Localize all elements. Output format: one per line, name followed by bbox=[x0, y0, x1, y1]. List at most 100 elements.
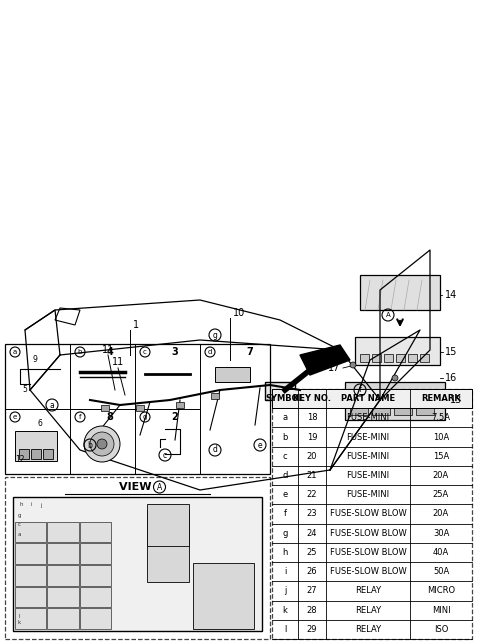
Bar bbox=[147, 510, 189, 582]
Text: g: g bbox=[213, 330, 217, 339]
Text: e: e bbox=[282, 490, 288, 499]
Text: h: h bbox=[282, 548, 288, 557]
Bar bbox=[80, 544, 111, 564]
Bar bbox=[360, 354, 369, 362]
Bar bbox=[408, 354, 417, 362]
Text: FUSE-SLOW BLOW: FUSE-SLOW BLOW bbox=[330, 548, 407, 557]
Text: 1: 1 bbox=[133, 320, 139, 330]
Text: a: a bbox=[17, 533, 21, 538]
Text: 25: 25 bbox=[307, 548, 317, 557]
Bar bbox=[211, 393, 219, 399]
Bar bbox=[5, 344, 270, 474]
Text: 8: 8 bbox=[107, 412, 113, 422]
Bar bbox=[15, 522, 47, 542]
Bar bbox=[396, 354, 405, 362]
Text: e: e bbox=[13, 414, 17, 420]
Bar bbox=[372, 390, 390, 401]
Text: c: c bbox=[143, 349, 147, 355]
Circle shape bbox=[392, 375, 398, 381]
Bar bbox=[80, 565, 111, 585]
Text: ISO: ISO bbox=[434, 625, 448, 634]
Text: a: a bbox=[13, 349, 17, 355]
Text: f: f bbox=[359, 386, 361, 395]
Bar bbox=[136, 405, 144, 411]
Circle shape bbox=[350, 362, 356, 368]
Bar bbox=[48, 544, 79, 564]
Text: A: A bbox=[385, 312, 390, 318]
Text: KEY NO.: KEY NO. bbox=[293, 394, 331, 403]
Text: 3: 3 bbox=[172, 347, 179, 357]
Bar bbox=[19, 449, 29, 459]
Bar bbox=[350, 404, 368, 415]
Text: 2: 2 bbox=[172, 412, 179, 422]
Text: d: d bbox=[282, 471, 288, 480]
Text: FUSE-MINI: FUSE-MINI bbox=[347, 490, 390, 499]
Text: 14: 14 bbox=[445, 290, 457, 300]
Text: c: c bbox=[283, 452, 288, 461]
Text: 30A: 30A bbox=[433, 529, 449, 538]
Text: 11: 11 bbox=[102, 345, 114, 355]
Text: FUSE-SLOW BLOW: FUSE-SLOW BLOW bbox=[330, 509, 407, 518]
Text: MICRO: MICRO bbox=[427, 587, 455, 596]
Bar bbox=[43, 449, 53, 459]
Text: 26: 26 bbox=[307, 567, 317, 576]
Bar bbox=[394, 404, 412, 415]
Text: k: k bbox=[283, 605, 288, 614]
Text: PART NAME: PART NAME bbox=[341, 394, 395, 403]
Bar bbox=[384, 354, 393, 362]
Bar bbox=[80, 522, 111, 542]
Text: c: c bbox=[163, 451, 167, 460]
Text: 20A: 20A bbox=[433, 471, 449, 480]
Text: FUSE-MINI: FUSE-MINI bbox=[347, 433, 390, 442]
Bar bbox=[80, 587, 111, 607]
Bar bbox=[48, 565, 79, 585]
Bar bbox=[15, 544, 47, 564]
Text: REMARK: REMARK bbox=[421, 394, 461, 403]
Text: 23: 23 bbox=[307, 509, 317, 518]
Text: d: d bbox=[208, 349, 212, 355]
Text: FUSE-MINI: FUSE-MINI bbox=[347, 452, 390, 461]
Text: i: i bbox=[30, 502, 32, 507]
Text: SYMBOL: SYMBOL bbox=[265, 394, 304, 403]
Text: 24: 24 bbox=[307, 529, 317, 538]
Text: a: a bbox=[49, 401, 54, 410]
Text: RELAY: RELAY bbox=[355, 625, 381, 634]
Text: MINI: MINI bbox=[432, 605, 450, 614]
Text: FUSE-SLOW BLOW: FUSE-SLOW BLOW bbox=[330, 529, 407, 538]
Bar bbox=[48, 522, 79, 542]
Bar bbox=[420, 354, 429, 362]
Text: b: b bbox=[87, 440, 93, 450]
Text: 21: 21 bbox=[307, 471, 317, 480]
Bar bbox=[31, 449, 41, 459]
Circle shape bbox=[90, 432, 114, 456]
Text: 27: 27 bbox=[307, 587, 317, 596]
Bar bbox=[5, 477, 270, 639]
Text: l: l bbox=[284, 625, 286, 634]
Text: l: l bbox=[18, 614, 20, 618]
Text: a: a bbox=[282, 413, 288, 422]
Text: 15: 15 bbox=[445, 347, 457, 357]
Text: 5: 5 bbox=[23, 384, 27, 393]
Text: 7.5A: 7.5A bbox=[432, 413, 451, 422]
Circle shape bbox=[84, 426, 120, 462]
Text: 6: 6 bbox=[37, 419, 42, 428]
Bar bbox=[193, 563, 254, 629]
Text: c: c bbox=[17, 522, 21, 527]
Text: 40A: 40A bbox=[433, 548, 449, 557]
Text: 20A: 20A bbox=[433, 509, 449, 518]
Text: 13: 13 bbox=[450, 395, 462, 405]
Text: 18: 18 bbox=[307, 413, 317, 422]
Circle shape bbox=[97, 439, 107, 449]
Text: A: A bbox=[157, 482, 162, 491]
Text: 7: 7 bbox=[247, 347, 253, 357]
Bar bbox=[416, 404, 434, 415]
Text: 50A: 50A bbox=[433, 567, 449, 576]
Bar bbox=[80, 609, 111, 629]
Bar bbox=[372, 404, 390, 415]
Text: 9: 9 bbox=[33, 354, 37, 363]
Text: 25A: 25A bbox=[433, 490, 449, 499]
Text: e: e bbox=[258, 440, 262, 450]
Text: 4: 4 bbox=[107, 347, 113, 357]
Bar bbox=[15, 609, 47, 629]
Bar bbox=[147, 504, 189, 546]
